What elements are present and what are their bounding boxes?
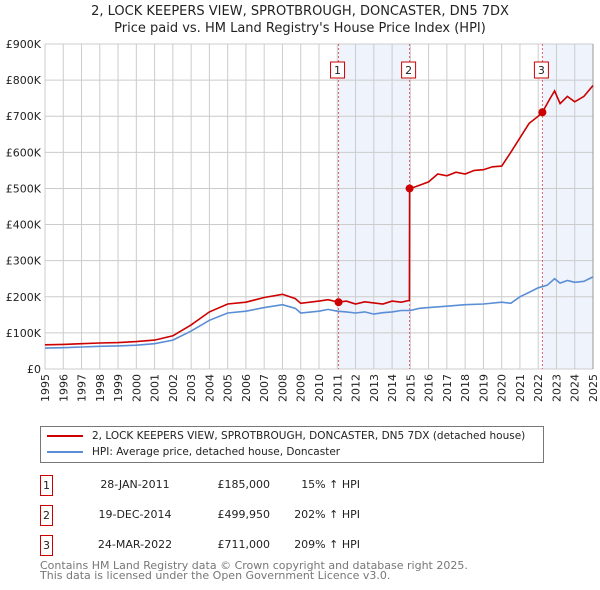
sale-marker-label: 2 bbox=[405, 64, 412, 77]
x-tick-label: 2025 bbox=[587, 374, 600, 402]
sale-point bbox=[334, 298, 343, 307]
x-tick-label: 2008 bbox=[276, 374, 289, 402]
property-price-line bbox=[44, 84, 594, 346]
transaction-hpi: 202% ↑ HPI bbox=[294, 508, 360, 521]
sale-marker-box bbox=[330, 61, 346, 79]
x-tick-label: 2003 bbox=[185, 374, 198, 402]
y-tick-label: £900K bbox=[6, 38, 42, 51]
sale-point bbox=[538, 108, 547, 117]
chart-subtitle: Price paid vs. HM Land Registry's House … bbox=[114, 21, 486, 36]
x-tick-label: 1998 bbox=[94, 374, 107, 402]
x-tick-label: 2013 bbox=[368, 374, 381, 402]
transaction-hpi: 15% ↑ HPI bbox=[301, 478, 360, 491]
legend-hpi-label: HPI: Average price, detached house, Donc… bbox=[92, 446, 341, 458]
sale-marker-label: 3 bbox=[538, 64, 545, 77]
transaction-date: 28-JAN-2011 bbox=[100, 478, 170, 491]
transaction-date: 24-MAR-2022 bbox=[97, 538, 173, 551]
shaded-range bbox=[542, 44, 593, 369]
y-tick-label: £0 bbox=[27, 363, 41, 376]
y-tick-label: £400K bbox=[6, 219, 42, 232]
footer-licence: This data is licensed under the Open Gov… bbox=[40, 569, 391, 582]
transaction-date: 19-DEC-2014 bbox=[98, 508, 172, 521]
x-tick-label: 2018 bbox=[459, 374, 472, 402]
x-tick-label: 2017 bbox=[441, 374, 454, 402]
footer-copyright: Contains HM Land Registry data © Crown c… bbox=[40, 559, 468, 572]
x-tick-label: 2015 bbox=[404, 374, 417, 402]
hpi-line bbox=[44, 276, 594, 349]
y-tick-label: £800K bbox=[6, 74, 42, 87]
transaction-row: 3 24-MAR-2022 £711,000 209% ↑ HPI bbox=[40, 535, 540, 556]
x-tick-label: 2001 bbox=[149, 374, 162, 402]
x-tick-label: 2005 bbox=[222, 374, 235, 402]
x-tick-label: 2020 bbox=[496, 374, 509, 402]
x-tick-label: 2014 bbox=[386, 374, 399, 402]
x-tick-label: 1997 bbox=[76, 374, 89, 402]
sale-point bbox=[405, 184, 414, 193]
transaction-number: 3 bbox=[40, 535, 53, 556]
x-tick-label: 2021 bbox=[514, 374, 527, 402]
legend-hpi-swatch bbox=[47, 451, 83, 453]
x-tick-label: 2002 bbox=[167, 374, 180, 402]
transaction-row: 2 19-DEC-2014 £499,950 202% ↑ HPI bbox=[40, 505, 540, 526]
x-tick-label: 1996 bbox=[57, 374, 70, 402]
sale-marker-box bbox=[401, 61, 417, 79]
transaction-number: 1 bbox=[40, 475, 53, 496]
legend-property-label: 2, LOCK KEEPERS VIEW, SPROTBROUGH, DONCA… bbox=[92, 430, 526, 442]
x-tick-label: 2023 bbox=[550, 374, 563, 402]
x-tick-label: 2019 bbox=[477, 374, 490, 402]
y-tick-label: £100K bbox=[6, 327, 42, 340]
x-tick-label: 2016 bbox=[423, 374, 436, 402]
price-chart: 1995 1996 1997 1998 1999 2000 2001 2002 2003 2004… bbox=[6, 38, 600, 402]
transaction-number: 2 bbox=[40, 505, 53, 526]
legend: 2, LOCK KEEPERS VIEW, SPROTBROUGH, DONCA… bbox=[40, 426, 544, 463]
x-tick-label: 2004 bbox=[203, 374, 216, 402]
x-tick-label: 2000 bbox=[130, 374, 143, 402]
transaction-price: £499,950 bbox=[217, 508, 271, 521]
y-tick-label: £200K bbox=[6, 291, 42, 304]
x-tick-label: 2009 bbox=[295, 374, 308, 402]
transaction-price: £711,000 bbox=[217, 538, 271, 551]
x-tick-label: 1995 bbox=[39, 374, 52, 402]
x-tick-label: 2024 bbox=[569, 374, 582, 402]
transaction-row: 1 28-JAN-2011 £185,000 15% ↑ HPI bbox=[40, 475, 540, 496]
x-tick-label: 2022 bbox=[532, 374, 545, 402]
x-tick-label: 2006 bbox=[240, 374, 253, 402]
x-tick-label: 1999 bbox=[112, 374, 125, 402]
chart-title: 2, LOCK KEEPERS VIEW, SPROTBROUGH, DONCA… bbox=[91, 4, 509, 19]
x-tick-label: 2010 bbox=[313, 374, 326, 402]
x-tick-label: 2012 bbox=[350, 374, 363, 402]
x-tick-label: 2007 bbox=[258, 374, 271, 402]
legend-property-swatch bbox=[47, 435, 83, 437]
footer: Contains HM Land Registry data © Crown c… bbox=[40, 559, 468, 582]
y-tick-label: £600K bbox=[6, 146, 42, 159]
y-tick-label: £700K bbox=[6, 110, 42, 123]
x-tick-label: 2011 bbox=[331, 374, 344, 402]
sale-marker-label: 1 bbox=[334, 64, 341, 77]
y-tick-label: £300K bbox=[6, 255, 42, 268]
transaction-hpi: 209% ↑ HPI bbox=[294, 538, 360, 551]
y-tick-label: £500K bbox=[6, 182, 42, 195]
sale-marker-box bbox=[533, 61, 549, 79]
transaction-price: £185,000 bbox=[217, 478, 271, 491]
